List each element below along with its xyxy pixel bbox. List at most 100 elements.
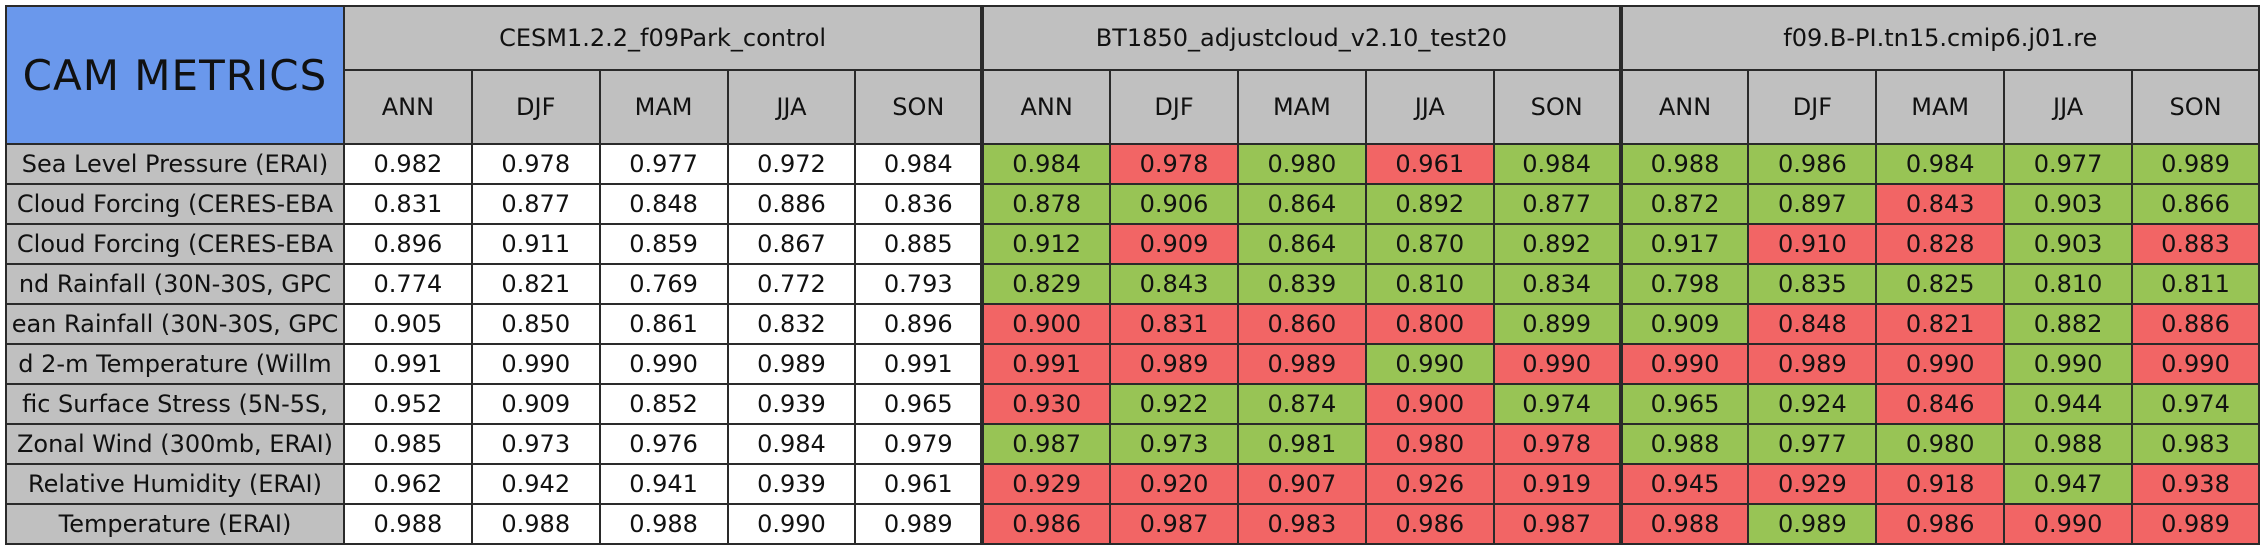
season-header-jja: JJA bbox=[726, 69, 857, 145]
metric-value-cell: 0.988 bbox=[342, 503, 473, 545]
metric-value-cell: 0.843 bbox=[1109, 263, 1239, 305]
metric-value-cell: 0.990 bbox=[2003, 343, 2133, 385]
metric-value-cell: 0.986 bbox=[980, 503, 1112, 545]
metric-value-cell: 0.939 bbox=[726, 463, 857, 505]
metric-value-cell: 0.834 bbox=[1492, 263, 1622, 305]
metric-value-cell: 0.924 bbox=[1747, 383, 1878, 425]
season-header-ann: ANN bbox=[1618, 69, 1750, 145]
metric-value-cell: 0.987 bbox=[1492, 503, 1622, 545]
metric-value-cell: 0.896 bbox=[342, 223, 473, 265]
metric-value-cell: 0.978 bbox=[470, 143, 601, 185]
metric-value-cell: 0.886 bbox=[2130, 303, 2260, 345]
metric-value-cell: 0.920 bbox=[1109, 463, 1239, 505]
metric-value-cell: 0.772 bbox=[726, 263, 857, 305]
metric-name: nd Rainfall (30N-30S, GPC bbox=[5, 263, 345, 305]
metric-value-cell: 0.793 bbox=[854, 263, 984, 305]
metric-value-cell: 0.986 bbox=[1875, 503, 2006, 545]
metric-value-cell: 0.800 bbox=[1364, 303, 1495, 345]
metric-label: Relative Humidity (ERAI) bbox=[28, 470, 322, 498]
metric-name: fic Surface Stress (5N-5S, bbox=[5, 383, 345, 425]
season-header-son: SON bbox=[2130, 69, 2260, 145]
metric-value-cell: 0.985 bbox=[342, 423, 473, 465]
metric-value-cell: 0.864 bbox=[1236, 223, 1367, 265]
metric-value-cell: 0.896 bbox=[854, 303, 984, 345]
metric-value-cell: 0.825 bbox=[1875, 263, 2006, 305]
table-row: Temperature (ERAI) 0.988 0.988 0.988 0.990 0.… bbox=[5, 503, 2260, 545]
metric-value-cell: 0.988 bbox=[1618, 423, 1750, 465]
metric-name: Relative Humidity (ERAI) bbox=[5, 463, 345, 505]
metric-value-cell: 0.852 bbox=[598, 383, 729, 425]
metric-value-cell: 0.848 bbox=[598, 183, 729, 225]
table-row: fic Surface Stress (5N-5S, 0.952 0.909 0.85… bbox=[5, 383, 2260, 425]
metric-value-cell: 0.828 bbox=[1875, 223, 2006, 265]
metric-value-cell: 0.990 bbox=[1875, 343, 2006, 385]
metric-value-cell: 0.903 bbox=[2003, 183, 2133, 225]
metric-label: nd Rainfall (30N-30S, GPC bbox=[18, 270, 332, 298]
metric-value-cell: 0.988 bbox=[598, 503, 729, 545]
metric-value-cell: 0.983 bbox=[2130, 423, 2260, 465]
metric-value-cell: 0.974 bbox=[2130, 383, 2260, 425]
metric-value-cell: 0.900 bbox=[1364, 383, 1495, 425]
table-title: CAM METRICS bbox=[5, 5, 345, 145]
metric-value-cell: 0.821 bbox=[1875, 303, 2006, 345]
metric-value-cell: 0.972 bbox=[726, 143, 857, 185]
season-header-djf: DJF bbox=[1747, 69, 1878, 145]
season-header-djf: DJF bbox=[470, 69, 601, 145]
metric-value-cell: 0.987 bbox=[1109, 503, 1239, 545]
case-header-1: CESM1.2.2_f09Park_control bbox=[342, 5, 984, 71]
metric-value-cell: 0.952 bbox=[342, 383, 473, 425]
metric-value-cell: 0.909 bbox=[1618, 303, 1750, 345]
metric-name: d 2-m Temperature (Willm bbox=[5, 343, 345, 385]
metric-value-cell: 0.836 bbox=[854, 183, 984, 225]
metric-value-cell: 0.850 bbox=[470, 303, 601, 345]
cam-metrics-sheet: CAM METRICS CESM1.2.2_f09Park_control BT… bbox=[5, 5, 2260, 545]
case-header-2: BT1850_adjustcloud_v2.10_test20 bbox=[980, 5, 1622, 71]
metric-value-cell: 0.989 bbox=[2130, 503, 2260, 545]
metric-value-cell: 0.984 bbox=[1875, 143, 2006, 185]
metric-value-cell: 0.989 bbox=[726, 343, 857, 385]
metric-name: Cloud Forcing (CERES-EBA bbox=[5, 223, 345, 265]
metric-value-cell: 0.938 bbox=[2130, 463, 2260, 505]
metric-value-cell: 0.990 bbox=[726, 503, 857, 545]
metric-value-cell: 0.990 bbox=[1492, 343, 1622, 385]
metric-value-cell: 0.988 bbox=[1618, 503, 1750, 545]
metric-value-cell: 0.989 bbox=[1747, 343, 1878, 385]
metric-value-cell: 0.982 bbox=[342, 143, 473, 185]
season-header-row: ANN DJF MAM JJA SON ANN DJF MAM JJA SON ANN DJF MAM J… bbox=[6, 69, 2260, 145]
metric-value-cell: 0.973 bbox=[1109, 423, 1239, 465]
season-header-ann: ANN bbox=[342, 69, 473, 145]
metric-value-cell: 0.872 bbox=[1618, 183, 1750, 225]
metric-value-cell: 0.989 bbox=[2130, 143, 2260, 185]
metric-name: Zonal Wind (300mb, ERAI) bbox=[5, 423, 345, 465]
metric-value-cell: 0.810 bbox=[2003, 263, 2133, 305]
metric-value-cell: 0.941 bbox=[598, 463, 729, 505]
metric-value-cell: 0.979 bbox=[854, 423, 984, 465]
metric-value-cell: 0.947 bbox=[2003, 463, 2133, 505]
metric-value-cell: 0.988 bbox=[1618, 143, 1750, 185]
metric-label: Temperature (ERAI) bbox=[58, 510, 292, 538]
metric-value-cell: 0.859 bbox=[598, 223, 729, 265]
metric-label: Cloud Forcing (CERES-EBA bbox=[16, 190, 334, 218]
metric-value-cell: 0.987 bbox=[980, 423, 1112, 465]
metric-value-cell: 0.897 bbox=[1747, 183, 1878, 225]
metric-value-cell: 0.848 bbox=[1747, 303, 1878, 345]
metric-value-cell: 0.877 bbox=[1492, 183, 1622, 225]
metric-value-cell: 0.965 bbox=[1618, 383, 1750, 425]
metric-value-cell: 0.965 bbox=[854, 383, 984, 425]
metric-value-cell: 0.892 bbox=[1492, 223, 1622, 265]
metric-value-cell: 0.860 bbox=[1236, 303, 1367, 345]
metric-value-cell: 0.917 bbox=[1618, 223, 1750, 265]
table-row: Sea Level Pressure (ERAI) 0.982 0.978 0.977… bbox=[5, 143, 2260, 185]
metric-value-cell: 0.905 bbox=[342, 303, 473, 345]
metric-value-cell: 0.918 bbox=[1875, 463, 2006, 505]
metric-label: fic Surface Stress (5N-5S, bbox=[22, 390, 328, 418]
metric-value-cell: 0.919 bbox=[1492, 463, 1622, 505]
metric-value-cell: 0.984 bbox=[1492, 143, 1622, 185]
metric-value-cell: 0.912 bbox=[980, 223, 1112, 265]
metric-value-cell: 0.883 bbox=[2130, 223, 2260, 265]
metric-value-cell: 0.769 bbox=[598, 263, 729, 305]
metric-value-cell: 0.885 bbox=[854, 223, 984, 265]
metric-value-cell: 0.977 bbox=[2003, 143, 2133, 185]
metric-value-cell: 0.976 bbox=[598, 423, 729, 465]
metric-value-cell: 0.990 bbox=[1618, 343, 1750, 385]
